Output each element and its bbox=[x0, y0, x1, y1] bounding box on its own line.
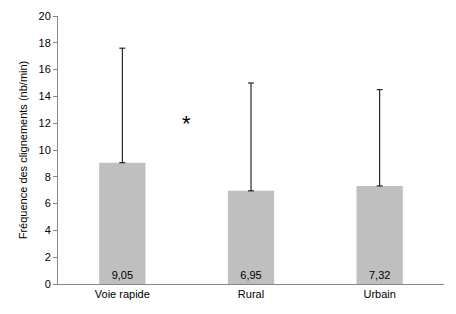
svg-text:4: 4 bbox=[45, 224, 51, 236]
svg-text:2: 2 bbox=[45, 251, 51, 263]
svg-text:*: * bbox=[182, 111, 191, 136]
svg-text:Voie rapide: Voie rapide bbox=[95, 288, 150, 300]
svg-text:10: 10 bbox=[39, 144, 51, 156]
svg-text:14: 14 bbox=[39, 90, 51, 102]
svg-text:16: 16 bbox=[39, 63, 51, 75]
svg-text:7,32: 7,32 bbox=[369, 269, 390, 281]
svg-text:6,95: 6,95 bbox=[240, 269, 261, 281]
svg-text:6: 6 bbox=[45, 197, 51, 209]
svg-text:18: 18 bbox=[39, 37, 51, 49]
svg-text:0: 0 bbox=[45, 278, 51, 290]
svg-text:Fréquence des clignements (nb/: Fréquence des clignements (nb/min) bbox=[17, 61, 29, 240]
svg-text:Rural: Rural bbox=[238, 288, 264, 300]
svg-text:8: 8 bbox=[45, 171, 51, 183]
svg-text:20: 20 bbox=[39, 10, 51, 22]
svg-text:Urbain: Urbain bbox=[363, 288, 395, 300]
svg-text:12: 12 bbox=[39, 117, 51, 129]
svg-text:9,05: 9,05 bbox=[112, 269, 133, 281]
